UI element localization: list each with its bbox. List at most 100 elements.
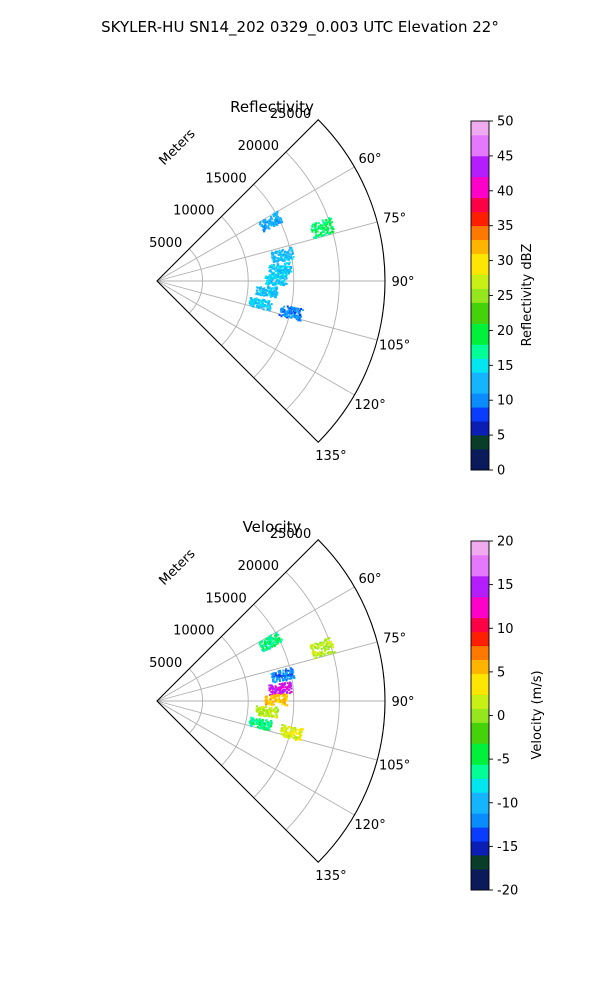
colorbar-segment [471,316,489,324]
colorbar-segment [471,743,489,751]
colorbar-segment [471,883,489,891]
colorbar-segment [471,162,489,171]
colorbar-segment [471,582,489,591]
colorbar-segment [471,281,489,289]
colorbar-tick-label: 10 [497,622,514,637]
colorbar-tick-label: 5 [497,665,505,680]
colorbar-tick-label: 5 [497,429,505,444]
colorbar-tick-label: 25 [497,289,514,304]
figure-title: SKYLER-HU SN14_202 0329_0.003 UTC Elevat… [101,18,499,37]
colorbar-segment [471,288,489,296]
colorbar-segment [471,183,489,192]
range-tick-label: 25000 [270,527,311,542]
reflectivity-colorbar [470,120,493,471]
azimuth-tick-label: 90° [391,695,414,710]
colorbar-segment [471,547,489,556]
colorbar-segment [471,239,489,248]
azimuth-tick-label: 60° [359,152,382,167]
colorbar-segment [471,267,489,275]
reflectivity-panel: Reflectivity Meters Reflectivity dBZ 500… [149,98,535,479]
range-tick-label: 15000 [205,171,246,186]
azimuth-tick-label: 60° [359,572,382,587]
reflectivity-polar-sector [156,119,386,443]
azimuth-tick-label: 120° [354,398,385,413]
colorbar-segment [471,463,489,471]
colorbar-tick-label: 35 [497,219,514,234]
colorbar-segment [471,869,489,877]
colorbar-segment [471,778,489,786]
colorbar-segment [471,645,489,654]
colorbar-segment [471,155,489,164]
colorbar-segment [471,666,489,675]
colorbar-segment [471,344,489,352]
colorbar-segment [471,414,489,422]
colorbar-segment [471,134,489,143]
colorbar-tick-label: 20 [497,535,514,550]
colorbar-segment [471,708,489,716]
azimuth-gridline [156,641,378,702]
colorbar-segment [471,295,489,303]
colorbar-segment [471,694,489,702]
colorbar-segment [471,841,489,849]
colorbar-segment [471,127,489,136]
sector-outline [156,539,386,863]
colorbar-segment [471,365,489,373]
colorbar-segment [471,386,489,394]
echo-cluster [270,667,296,684]
colorbar-segment [471,876,489,884]
colorbar-segment [471,141,489,150]
azimuth-gridline [156,280,355,396]
colorbar-tick-label: 10 [497,394,514,409]
colorbar-tick-label: 50 [497,115,514,130]
colorbar-tick-label: 45 [497,149,514,164]
colorbar-segment [471,757,489,765]
velocity-title: Velocity [243,518,302,536]
colorbar-segment [471,631,489,640]
colorbar-segment [471,813,489,821]
colorbar-segment [471,701,489,709]
echo-cluster [259,210,283,233]
colorbar-segment [471,785,489,793]
colorbar-segment [471,169,489,178]
colorbar-segment [471,589,489,598]
colorbar-segment [471,302,489,310]
range-tick-label: 5000 [149,656,182,671]
azimuth-tick-label: 75° [383,631,406,646]
range-tick-label: 20000 [238,139,279,154]
velocity-colorbar [470,540,493,891]
colorbar-tick-label: 0 [497,464,505,479]
azimuth-gridline [156,700,355,816]
echo-cluster [268,681,293,696]
colorbar-segment [471,603,489,612]
colorbar-segment [471,575,489,584]
echo-cluster [268,261,293,276]
colorbar-tick-label: 20 [497,324,514,339]
colorbar-segment [471,253,489,261]
colorbar-segment [471,176,489,185]
echo-cluster [258,632,283,653]
colorbar-segment [471,372,489,380]
colorbar-segment [471,855,489,863]
colorbar-segment [471,407,489,415]
velocity-polar-sector [156,539,386,863]
reflectivity-range-label: Meters [157,126,199,168]
colorbar-segment [471,722,489,730]
echo-cluster [280,724,304,742]
range-tick-label: 25000 [270,107,311,122]
colorbar-segment [471,652,489,661]
colorbar-segment [471,624,489,633]
colorbar-segment [471,225,489,234]
range-tick-label: 15000 [205,591,246,606]
colorbar-segment [471,792,489,800]
azimuth-tick-label: 105° [379,759,410,774]
velocity-range-label: Meters [157,546,199,588]
colorbar-segment [471,218,489,227]
colorbar-tick-label: 15 [497,359,514,374]
azimuth-tick-label: 105° [379,339,410,354]
echo-cluster [255,285,279,299]
colorbar-segment [471,435,489,443]
range-tick-label: 5000 [149,236,182,251]
echo-cluster [309,637,336,660]
colorbar-segment [471,617,489,626]
